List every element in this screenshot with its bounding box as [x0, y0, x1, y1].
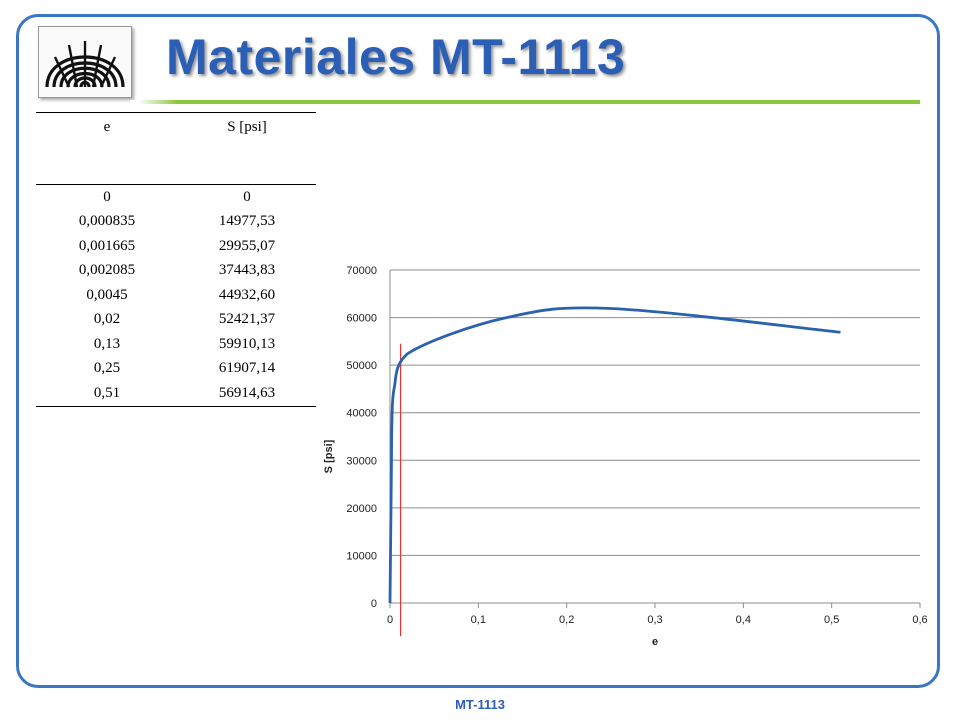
cell-e: 0,51 [36, 381, 178, 407]
university-logo [38, 26, 132, 98]
y-tick-label: 60000 [346, 313, 377, 325]
x-axis-label: e [652, 636, 658, 648]
cell-s: 52421,37 [218, 311, 276, 328]
y-tick-label: 10000 [346, 550, 377, 562]
y-axis-label: S [psi] [323, 439, 335, 473]
title-underline [130, 100, 920, 104]
table-header-row: e S [psi] [36, 112, 316, 185]
x-axis-ticks: 0 0,1 0,2 0,3 0,4 0,5 0,6 [387, 603, 928, 626]
cell-e: 0,13 [93, 335, 121, 352]
footer-text: MT-1113 [455, 697, 505, 712]
cell-e: 0,0045 [86, 286, 128, 303]
x-tick-label: 0 [387, 614, 393, 626]
y-tick-label: 0 [371, 598, 377, 610]
cell-s: 14977,53 [218, 213, 276, 230]
cell-s: 37443,83 [218, 262, 276, 279]
chart-gridlines [390, 269, 920, 556]
y-tick-label: 40000 [346, 408, 377, 420]
y-tick-label: 30000 [346, 455, 377, 467]
cell-s: 44932,60 [218, 286, 276, 303]
x-tick-label: 0,2 [559, 614, 574, 626]
cell-e: 0 [103, 188, 111, 205]
cell-e: 0,001665 [78, 237, 136, 254]
stress-strain-chart: 0 10000 20000 30000 40000 50000 60000 70000 0 0,… [323, 265, 928, 648]
table-row: 0,13 59910,13 [36, 332, 316, 357]
column-header-e: e [36, 112, 178, 185]
column-header-s: S [psi] [178, 112, 316, 185]
table-row: 0,02 52421,37 [36, 308, 316, 333]
y-tick-label: 20000 [346, 503, 377, 515]
x-tick-label: 0,1 [471, 614, 486, 626]
y-axis-ticks: 0 10000 20000 30000 40000 50000 60000 70000 [346, 265, 377, 610]
x-tick-label: 0,3 [647, 614, 662, 626]
table-row: 0,0045 44932,60 [36, 283, 316, 308]
cell-e: 0,02 [93, 311, 121, 328]
cell-e: 0,002085 [78, 262, 136, 279]
cell-s: 56914,63 [178, 381, 316, 407]
slide-title: Materiales MT-1113 [166, 29, 626, 85]
cell-e: 0,25 [93, 360, 121, 377]
y-tick-label: 50000 [346, 360, 377, 372]
cell-e: 0,000835 [78, 213, 136, 230]
x-tick-label: 0,6 [912, 614, 927, 626]
x-tick-label: 0,5 [824, 614, 839, 626]
cell-s: 61907,14 [218, 360, 276, 377]
y-tick-label: 70000 [346, 265, 377, 277]
series-line [388, 306, 841, 604]
table-row: 0,51 56914,63 [36, 381, 316, 407]
table-row: 0,25 61907,14 [36, 357, 316, 382]
university-logo-icon [45, 41, 125, 88]
table-row: 0,001665 29955,07 [36, 234, 316, 259]
cell-s: 0 [243, 188, 251, 205]
table-row: 0,002085 37443,83 [36, 259, 316, 284]
cell-s: 29955,07 [218, 237, 276, 254]
cell-s: 59910,13 [218, 335, 276, 352]
x-tick-label: 0,4 [736, 614, 751, 626]
table-row: 0,000835 14977,53 [36, 210, 316, 235]
